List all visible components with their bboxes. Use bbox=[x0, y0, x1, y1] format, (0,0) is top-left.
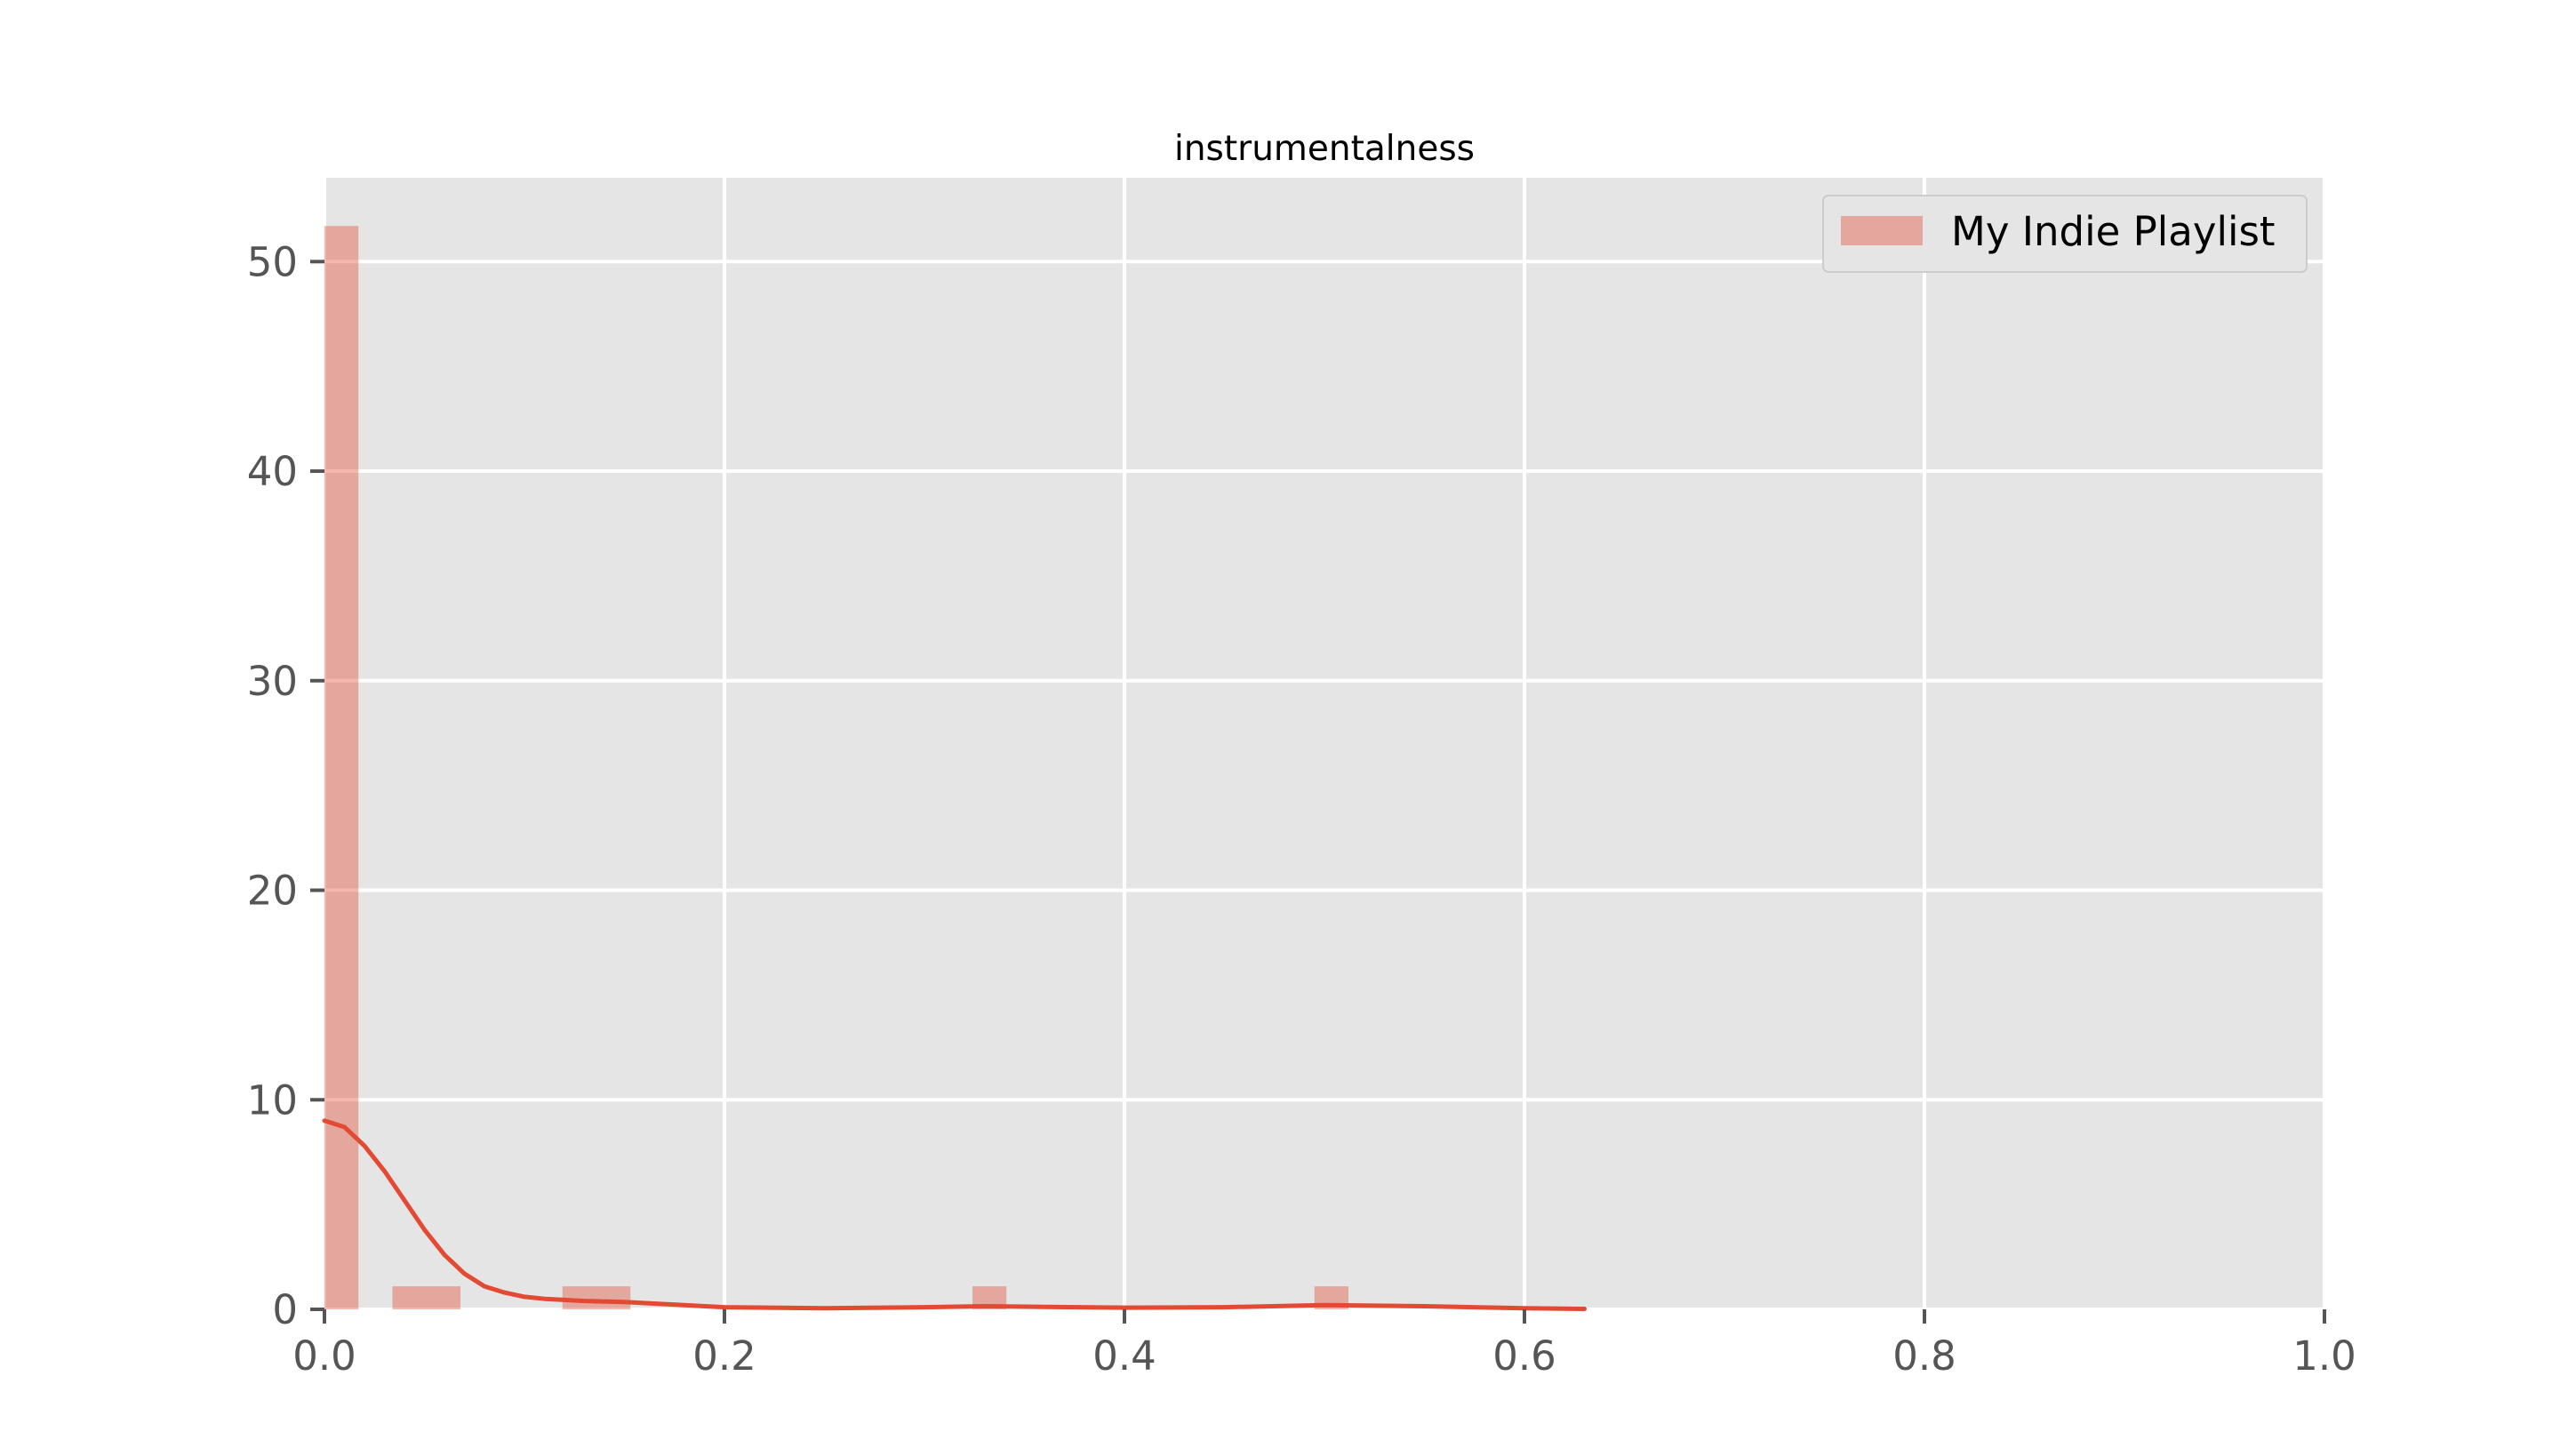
histogram-bar-2 bbox=[562, 1286, 631, 1309]
chart-title: instrumentalness bbox=[1174, 129, 1475, 169]
histogram-bar-0 bbox=[324, 226, 359, 1310]
x-tick-label-0: 0.0 bbox=[292, 1332, 356, 1380]
legend-box bbox=[1822, 195, 2308, 273]
legend-swatch bbox=[1841, 216, 1923, 245]
x-tick-label-5: 1.0 bbox=[2292, 1332, 2356, 1380]
kde-curve bbox=[322, 1118, 1587, 1311]
x-tick-label-2: 0.4 bbox=[1092, 1332, 1156, 1380]
y-tick-label-3: 30 bbox=[247, 658, 298, 705]
x-tick-label-3: 0.6 bbox=[1492, 1332, 1556, 1380]
legend-label: My Indie Playlist bbox=[1951, 208, 2276, 255]
kde-line bbox=[322, 1118, 1587, 1311]
grid-lines bbox=[323, 178, 2326, 1311]
legend: My Indie Playlist bbox=[1822, 195, 2308, 273]
x-tick-label-1: 0.2 bbox=[692, 1332, 756, 1380]
y-tick-label-1: 10 bbox=[247, 1076, 298, 1124]
y-tick-label-5: 50 bbox=[247, 238, 298, 285]
y-tick-label-0: 0 bbox=[272, 1286, 298, 1333]
x-tick-label-4: 0.8 bbox=[1892, 1332, 1956, 1380]
plot-background bbox=[324, 178, 2324, 1309]
y-tick-label-2: 20 bbox=[247, 868, 298, 915]
y-axis: 0 10 20 30 40 50 bbox=[247, 238, 324, 1333]
y-tick-label-4: 40 bbox=[247, 448, 298, 495]
x-axis: 0.0 0.2 0.4 0.6 0.8 1.0 bbox=[292, 1309, 2356, 1380]
histogram-bar-1 bbox=[392, 1286, 460, 1309]
